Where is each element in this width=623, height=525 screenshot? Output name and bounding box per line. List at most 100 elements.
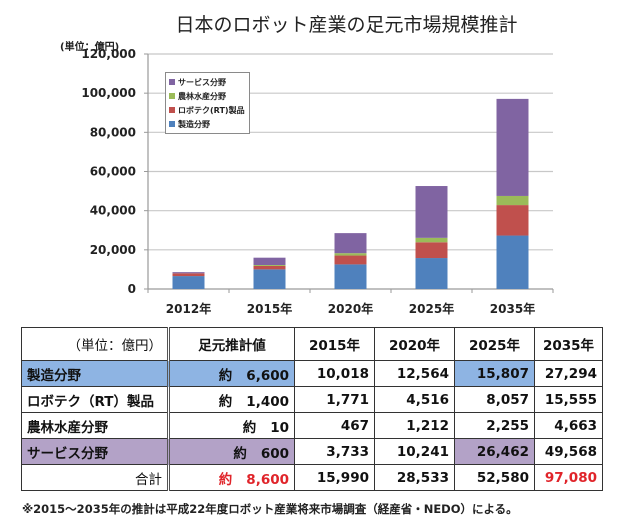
y-tick-label: 120,000 (81, 47, 136, 61)
cell-current-value: 1,400 (246, 393, 289, 410)
table-row: 農林水産分野 約 10 467 1,212 2,255 4,663 (21, 412, 603, 439)
y-axis-ticks: 0 20,000 40,000 60,000 80,000 100,000 120,000 (81, 47, 136, 296)
bar-segment (334, 255, 367, 265)
y-tick-label: 20,000 (90, 243, 136, 257)
y-axis-unit-label: (単位：億円) (60, 42, 120, 53)
x-tick-label: 2025年 (409, 301, 454, 316)
cell-2025: 15,807 (454, 360, 535, 387)
cell-current-value: 10 (270, 419, 289, 436)
cell-current-value: 8,600 (246, 471, 289, 488)
legend-item-service: サービス分野 (169, 75, 246, 89)
approx-prefix: 約 (218, 393, 233, 410)
bar-segment (496, 195, 529, 206)
cell-2035: 4,663 (534, 412, 603, 439)
cell-2015: 10,018 (294, 360, 375, 387)
bar-segment (253, 269, 286, 289)
row-label-rt-products: ロボテク（RT）製品 (21, 386, 169, 413)
bar-segment (415, 237, 448, 243)
header-current-estimate: 足元推計値 (167, 327, 295, 361)
bar-segment (253, 264, 286, 266)
legend-label-rt-products: ロボテク(RT)製品 (178, 105, 245, 115)
y-tick-label: 40,000 (90, 204, 136, 218)
source-footnote: ※2015～2035年の推計は平成22年度ロボット産業将来市場調査（経産省・NE… (22, 502, 518, 516)
bar-segment (172, 273, 205, 277)
cell-2015: 1,771 (294, 386, 375, 413)
cell-current: 約 600 (167, 438, 295, 465)
cell-2020: 1,212 (374, 412, 455, 439)
cell-current: 約 1,400 (167, 386, 295, 413)
chart-title: 日本のロボット産業の足元市場規模推計 (175, 14, 518, 36)
legend-swatch-rt-products (169, 107, 175, 113)
cell-2015: 467 (294, 412, 375, 439)
cell-2020: 10,241 (374, 438, 455, 465)
bar-segment (253, 265, 286, 270)
cell-2035-total: 97,080 (534, 464, 603, 491)
legend-item-rt-products: ロボテク(RT)製品 (169, 103, 246, 117)
cell-2035: 15,555 (534, 386, 603, 413)
stacked-bar-chart: 020,00040,00060,00080,000100,000120,000 … (81, 47, 554, 316)
x-tick-label: 2035年 (490, 301, 535, 316)
table-total-row: 合計 約 8,600 15,990 28,533 52,580 97,080 (21, 464, 603, 491)
cell-current: 約 6,600 (167, 360, 295, 387)
row-label-total: 合計 (21, 464, 169, 491)
cell-current-total: 約 8,600 (167, 464, 295, 491)
cell-2025: 2,255 (454, 412, 535, 439)
y-tick-label: 100,000 (81, 86, 136, 100)
table-row: ロボテク（RT）製品 約 1,400 1,771 4,516 8,057 15,5… (21, 386, 603, 413)
header-2020: 2020年 (374, 327, 455, 361)
y-tick-label: 80,000 (90, 125, 136, 139)
legend-label-agriculture: 農林水産分野 (178, 91, 226, 101)
cell-2025: 8,057 (454, 386, 535, 413)
cell-2035: 27,294 (534, 360, 603, 387)
cell-2035: 49,568 (534, 438, 603, 465)
cell-2020-total: 28,533 (374, 464, 455, 491)
header-2015: 2015年 (294, 327, 375, 361)
cell-2015-total: 15,990 (294, 464, 375, 491)
bar-segment (496, 205, 529, 236)
bar-segment (415, 258, 448, 289)
bar-segment (415, 242, 448, 259)
approx-prefix: 約 (233, 445, 247, 462)
cell-2020: 4,516 (374, 386, 455, 413)
bar-segment (415, 186, 448, 238)
bar-segment (496, 235, 529, 289)
bar-segment (334, 253, 367, 256)
bar-segment (172, 276, 205, 289)
cell-current-value: 600 (260, 445, 289, 462)
x-tick-label: 2015年 (247, 301, 292, 316)
table-header-row: （単位：億円） 足元推計値 2015年 2020年 2025年 2035年 (21, 327, 603, 361)
x-tick-label: 2020年 (328, 301, 373, 316)
legend-item-manufacturing: 製造分野 (169, 117, 246, 131)
chart-legend: サービス分野 農林水産分野 ロボテク(RT)製品 製造分野 (165, 72, 250, 134)
bar-segment (496, 98, 529, 196)
approx-prefix: 約 (218, 367, 233, 384)
header-unit: （単位：億円） (21, 327, 169, 361)
cell-2025-total: 52,580 (454, 464, 535, 491)
cell-2025: 26,462 (454, 438, 535, 465)
header-2025: 2025年 (454, 327, 535, 361)
legend-swatch-agriculture (169, 93, 175, 99)
cell-2015: 3,733 (294, 438, 375, 465)
x-axis-ticks: 2012年 2015年 2020年 2025年 2035年 (147, 289, 554, 316)
legend-swatch-service (169, 79, 175, 85)
market-size-table: （単位：億円） 足元推計値 2015年 2020年 2025年 2035年 製造… (21, 327, 603, 491)
x-tick-label: 2012年 (166, 301, 211, 316)
bar-segment (253, 257, 286, 265)
header-2035: 2035年 (534, 327, 603, 361)
cell-current-value: 6,600 (246, 367, 289, 384)
bar-segment (334, 264, 367, 289)
bar-segment (172, 272, 205, 274)
approx-prefix: 約 (218, 471, 233, 488)
legend-swatch-manufacturing (169, 121, 175, 127)
bar-segment (334, 233, 367, 254)
table-row: サービス分野 約 600 3,733 10,241 26,462 49,568 (21, 438, 603, 465)
table-row: 製造分野 約 6,600 10,018 12,564 15,807 27,294 (21, 360, 603, 387)
row-label-manufacturing: 製造分野 (21, 360, 169, 387)
cell-2020: 12,564 (374, 360, 455, 387)
row-label-agriculture: 農林水産分野 (21, 412, 169, 439)
bars (172, 98, 529, 289)
approx-prefix: 約 (242, 419, 257, 436)
y-tick-label: 0 (128, 282, 136, 296)
cell-current: 約 10 (167, 412, 295, 439)
legend-item-agriculture: 農林水産分野 (169, 89, 246, 103)
